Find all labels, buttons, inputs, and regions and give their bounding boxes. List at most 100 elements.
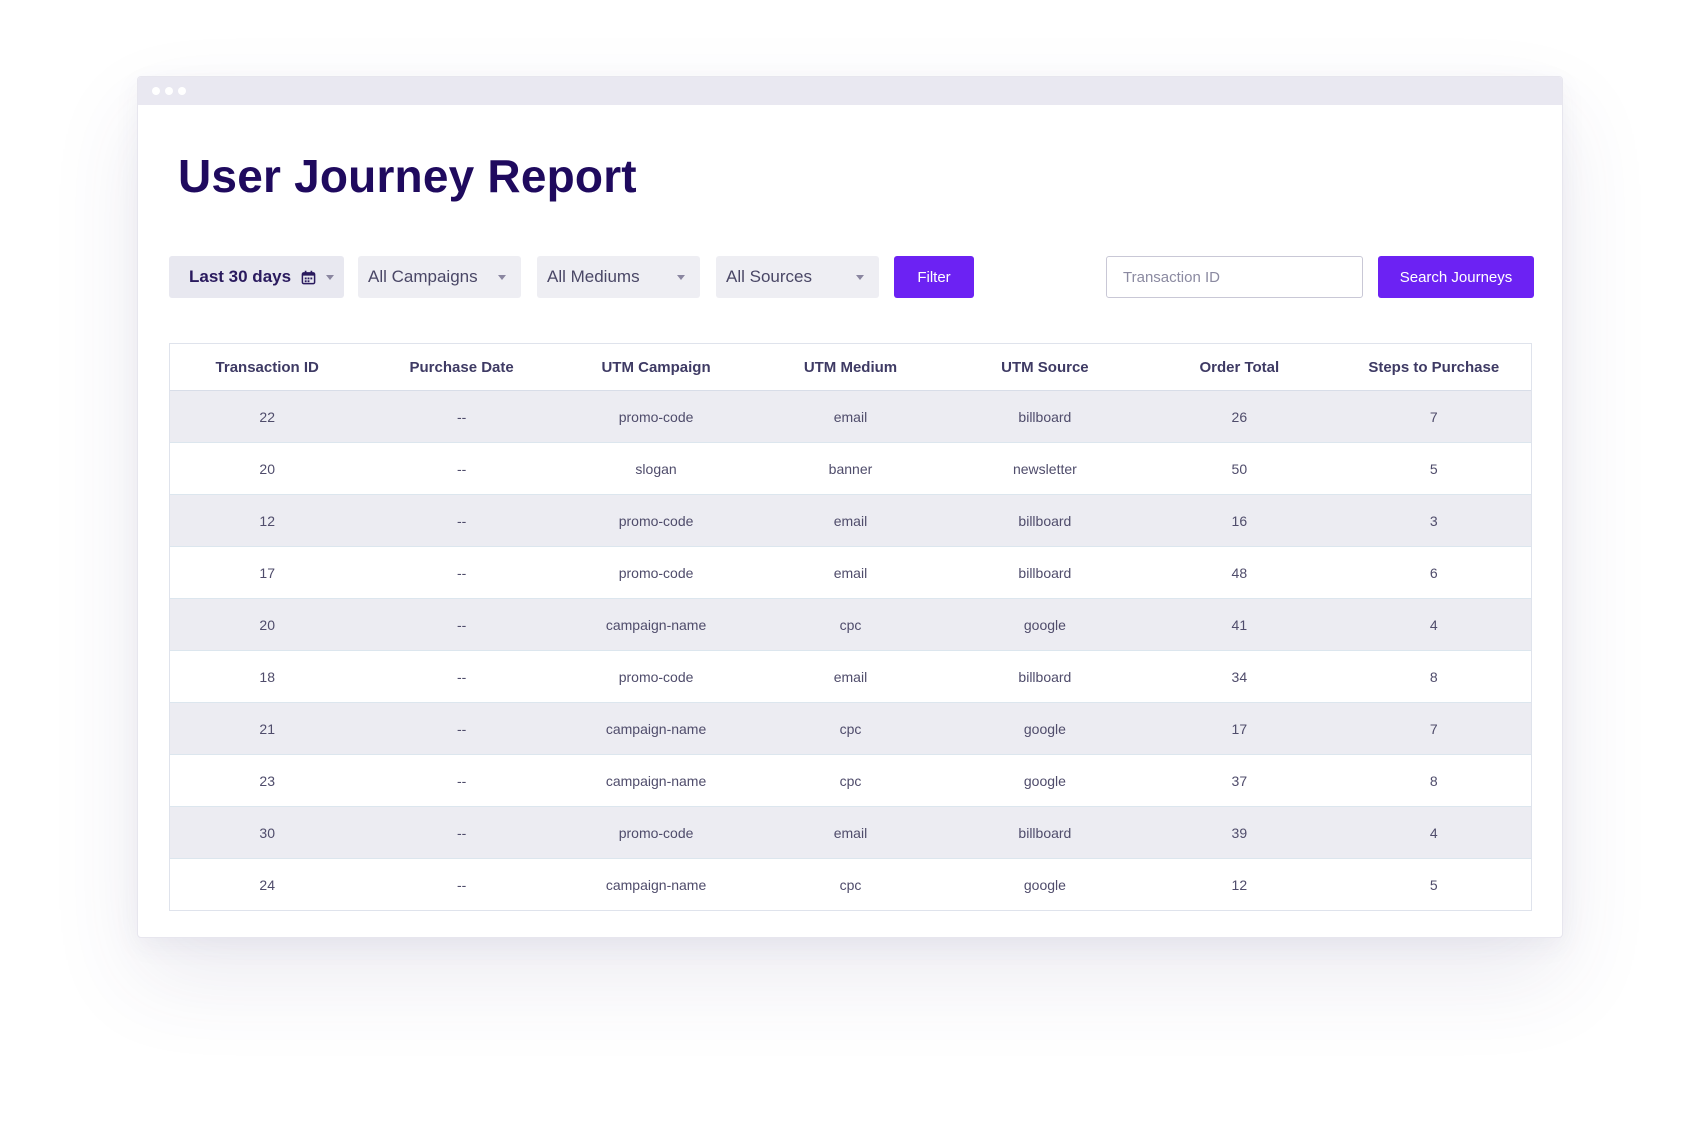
date-range-label: Last 30 days (189, 267, 292, 286)
table-row[interactable]: 23 -- campaign-name cpc google 37 8 (170, 754, 1531, 807)
steps-to-purchase-cell: 8 (1336, 650, 1531, 703)
utm-medium-cell: banner (753, 442, 948, 495)
utm-campaign-cell: campaign-name (605, 876, 707, 893)
utm-campaign-cell: slogan (558, 442, 754, 495)
journey-table: Transaction ID Purchase Date UTM Campaig… (170, 344, 1531, 910)
purchase-date-cell: -- (364, 390, 559, 443)
utm-medium-cell: email (753, 806, 948, 859)
journey-table-container: Transaction ID Purchase Date UTM Campaig… (169, 343, 1532, 911)
steps-to-purchase-cell: 4 (1336, 806, 1531, 859)
caret-down-icon (498, 275, 506, 280)
table-row[interactable]: 20 -- campaign-name cpc google 41 4 (170, 598, 1531, 651)
utm-campaign-cell: promo-code (558, 546, 754, 599)
column-header[interactable]: UTM Campaign (558, 344, 754, 391)
column-header[interactable]: UTM Medium (753, 344, 948, 391)
order-total-cell: 34 (1142, 650, 1337, 703)
steps-to-purchase-cell: 6 (1336, 546, 1531, 599)
purchase-date-cell: -- (364, 754, 559, 807)
utm-campaign-cell: promo-code (558, 494, 754, 547)
utm-source-cell: billboard (947, 546, 1143, 599)
table-row[interactable]: 12 -- promo-code email billboard 16 3 (170, 494, 1531, 547)
search-journeys-button[interactable]: Search Journeys (1378, 256, 1534, 298)
order-total-cell: 37 (1142, 754, 1337, 807)
steps-to-purchase-cell: 5 (1429, 876, 1438, 893)
utm-campaign-cell: campaign-name (558, 598, 754, 651)
window-dot-icon[interactable] (165, 87, 173, 95)
steps-to-purchase-cell: 7 (1336, 702, 1531, 755)
caret-down-icon (677, 275, 685, 280)
transaction-id-cell: 21 (170, 702, 365, 755)
table-row[interactable]: 21 -- campaign-name cpc google 17 7 (170, 702, 1531, 755)
column-header[interactable]: UTM Source (947, 344, 1143, 391)
browser-window: User Journey Report Last 30 days (137, 76, 1563, 938)
purchase-date-cell: -- (364, 546, 559, 599)
transaction-id-input[interactable] (1106, 256, 1363, 298)
transaction-id-cell: 12 (170, 494, 365, 547)
transaction-id-cell: 22 (170, 390, 365, 443)
filter-button[interactable]: Filter (894, 256, 974, 298)
utm-campaign-cell: campaign-name (558, 702, 754, 755)
order-total-cell: 17 (1142, 702, 1337, 755)
utm-source-cell: newsletter (947, 442, 1143, 495)
window-controls (152, 87, 186, 95)
transaction-id-cell: 24 (259, 876, 275, 893)
calendar-icon (301, 270, 316, 284)
utm-source-cell: google (1023, 876, 1066, 893)
column-header[interactable]: Purchase Date (364, 344, 559, 391)
steps-to-purchase-cell: 5 (1336, 442, 1531, 495)
table-row[interactable]: 20 -- slogan banner newsletter 50 5 (170, 442, 1531, 495)
transaction-id-cell: 20 (170, 442, 365, 495)
table-row[interactable]: 18 -- promo-code email billboard 34 8 (170, 650, 1531, 703)
utm-campaign-cell: promo-code (558, 650, 754, 703)
table-row[interactable]: 30 -- promo-code email billboard 39 4 (170, 806, 1531, 859)
sources-select[interactable]: All Sources (716, 256, 879, 298)
window-dot-icon[interactable] (152, 87, 160, 95)
order-total-cell: 16 (1142, 494, 1337, 547)
order-total-cell: 50 (1142, 442, 1337, 495)
date-range-picker[interactable]: Last 30 days (169, 256, 344, 298)
campaigns-select-value: All Campaigns (368, 267, 478, 286)
steps-to-purchase-cell: 4 (1336, 598, 1531, 651)
column-header[interactable]: Transaction ID (170, 344, 365, 391)
steps-to-purchase-cell: 8 (1336, 754, 1531, 807)
table-row[interactable]: 22 -- promo-code email billboard 26 7 (170, 390, 1531, 443)
transaction-id-cell: 18 (170, 650, 365, 703)
table-header-row: Transaction ID Purchase Date UTM Campaig… (170, 344, 1531, 391)
table-row[interactable]: 24 -- campaign-name cpc google 12 5 (170, 858, 1531, 910)
transaction-id-cell: 20 (170, 598, 365, 651)
transaction-id-cell: 17 (170, 546, 365, 599)
order-total-cell: 12 (1231, 876, 1248, 893)
utm-source-cell: google (947, 702, 1143, 755)
sources-select-value: All Sources (726, 267, 812, 286)
steps-to-purchase-cell: 3 (1336, 494, 1531, 547)
mediums-select[interactable]: All Mediums (537, 256, 700, 298)
utm-medium-cell: cpc (839, 876, 862, 893)
utm-campaign-cell: promo-code (558, 806, 754, 859)
utm-source-cell: billboard (947, 650, 1143, 703)
column-header[interactable]: Order Total (1142, 344, 1337, 391)
utm-source-cell: google (947, 598, 1143, 651)
table-row[interactable]: 17 -- promo-code email billboard 48 6 (170, 546, 1531, 599)
purchase-date-cell: -- (456, 876, 467, 893)
order-total-cell: 39 (1142, 806, 1337, 859)
filter-toolbar: Last 30 days All Campaigns (169, 256, 1534, 298)
purchase-date-cell: -- (364, 598, 559, 651)
column-header[interactable]: Steps to Purchase (1336, 344, 1531, 391)
utm-campaign-cell: promo-code (558, 390, 754, 443)
utm-medium-cell: cpc (753, 598, 948, 651)
utm-source-cell: google (947, 754, 1143, 807)
order-total-cell: 26 (1142, 390, 1337, 443)
purchase-date-cell: -- (364, 806, 559, 859)
purchase-date-cell: -- (364, 494, 559, 547)
utm-medium-cell: cpc (753, 754, 948, 807)
utm-source-cell: billboard (947, 806, 1143, 859)
campaigns-select[interactable]: All Campaigns (358, 256, 521, 298)
window-dot-icon[interactable] (178, 87, 186, 95)
utm-medium-cell: email (753, 546, 948, 599)
window-titlebar (138, 77, 1562, 105)
utm-medium-cell: cpc (753, 702, 948, 755)
utm-campaign-cell: campaign-name (558, 754, 754, 807)
utm-medium-cell: email (753, 390, 948, 443)
purchase-date-cell: -- (364, 702, 559, 755)
